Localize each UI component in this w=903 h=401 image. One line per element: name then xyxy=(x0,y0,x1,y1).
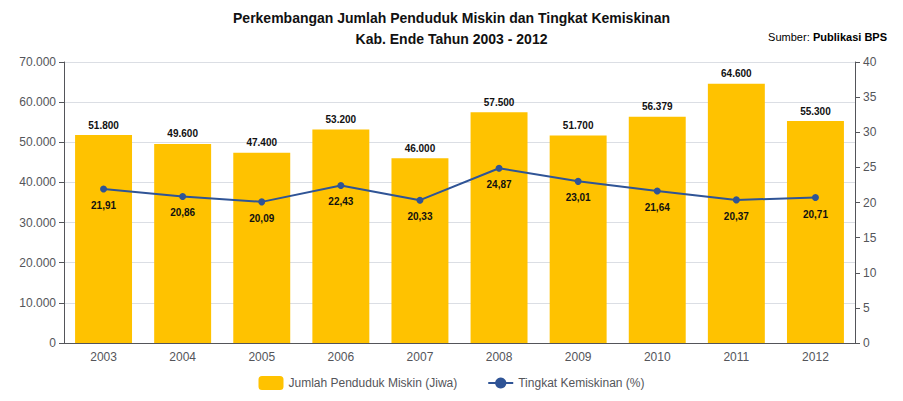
svg-text:0: 0 xyxy=(863,336,870,350)
svg-text:20,33: 20,33 xyxy=(407,211,432,222)
svg-text:Perkembangan Jumlah Penduduk M: Perkembangan Jumlah Penduduk Miskin dan … xyxy=(233,10,670,26)
svg-text:21,64: 21,64 xyxy=(645,202,670,213)
svg-text:50.000: 50.000 xyxy=(19,135,56,149)
svg-text:49.600: 49.600 xyxy=(167,128,198,139)
svg-text:2006: 2006 xyxy=(327,350,354,364)
svg-text:30: 30 xyxy=(863,125,877,139)
svg-text:Tingkat Kemiskinan (%): Tingkat Kemiskinan (%) xyxy=(518,376,644,390)
svg-text:40: 40 xyxy=(863,55,877,69)
svg-text:2007: 2007 xyxy=(407,350,434,364)
svg-text:22,43: 22,43 xyxy=(328,196,353,207)
svg-text:2003: 2003 xyxy=(90,350,117,364)
svg-text:25: 25 xyxy=(863,160,877,174)
svg-text:2012: 2012 xyxy=(802,350,829,364)
svg-text:2004: 2004 xyxy=(169,350,196,364)
svg-text:20.000: 20.000 xyxy=(19,256,56,270)
svg-text:21,91: 21,91 xyxy=(91,200,116,211)
svg-text:10.000: 10.000 xyxy=(19,296,56,310)
svg-text:23,01: 23,01 xyxy=(566,192,591,203)
svg-text:Publikasi BPS: Publikasi BPS xyxy=(813,31,887,43)
svg-text:0: 0 xyxy=(49,336,56,350)
svg-text:20,09: 20,09 xyxy=(249,213,274,224)
svg-text:15: 15 xyxy=(863,231,877,245)
svg-text:70.000: 70.000 xyxy=(19,55,56,69)
svg-text:64.600: 64.600 xyxy=(721,68,752,79)
svg-text:2010: 2010 xyxy=(644,350,671,364)
svg-text:40.000: 40.000 xyxy=(19,175,56,189)
svg-text:51.800: 51.800 xyxy=(88,120,119,131)
svg-text:35: 35 xyxy=(863,90,877,104)
svg-text:57.500: 57.500 xyxy=(484,97,515,108)
svg-text:46.000: 46.000 xyxy=(405,143,436,154)
svg-text:24,87: 24,87 xyxy=(487,179,512,190)
svg-text:47.400: 47.400 xyxy=(246,137,277,148)
svg-text:Jumlah Penduduk Miskin (Jiwa): Jumlah Penduduk Miskin (Jiwa) xyxy=(289,376,458,390)
svg-text:20,37: 20,37 xyxy=(724,211,749,222)
svg-text:20,86: 20,86 xyxy=(170,207,195,218)
svg-text:20: 20 xyxy=(863,196,877,210)
svg-text:2009: 2009 xyxy=(565,350,592,364)
svg-text:30.000: 30.000 xyxy=(19,216,56,230)
svg-text:10: 10 xyxy=(863,266,877,280)
svg-text:20,71: 20,71 xyxy=(803,209,828,220)
svg-text:2005: 2005 xyxy=(248,350,275,364)
svg-text:53.200: 53.200 xyxy=(326,114,357,125)
svg-text:51.700: 51.700 xyxy=(563,120,594,131)
svg-text:Sumber:: Sumber: xyxy=(768,31,810,43)
svg-text:2011: 2011 xyxy=(723,350,749,364)
svg-text:2008: 2008 xyxy=(486,350,513,364)
svg-text:5: 5 xyxy=(863,301,870,315)
svg-text:Kab. Ende Tahun 2003 - 2012: Kab. Ende Tahun 2003 - 2012 xyxy=(356,31,548,47)
svg-text:60.000: 60.000 xyxy=(19,95,56,109)
svg-text:55.300: 55.300 xyxy=(800,106,831,117)
svg-text:56.379: 56.379 xyxy=(642,101,673,112)
